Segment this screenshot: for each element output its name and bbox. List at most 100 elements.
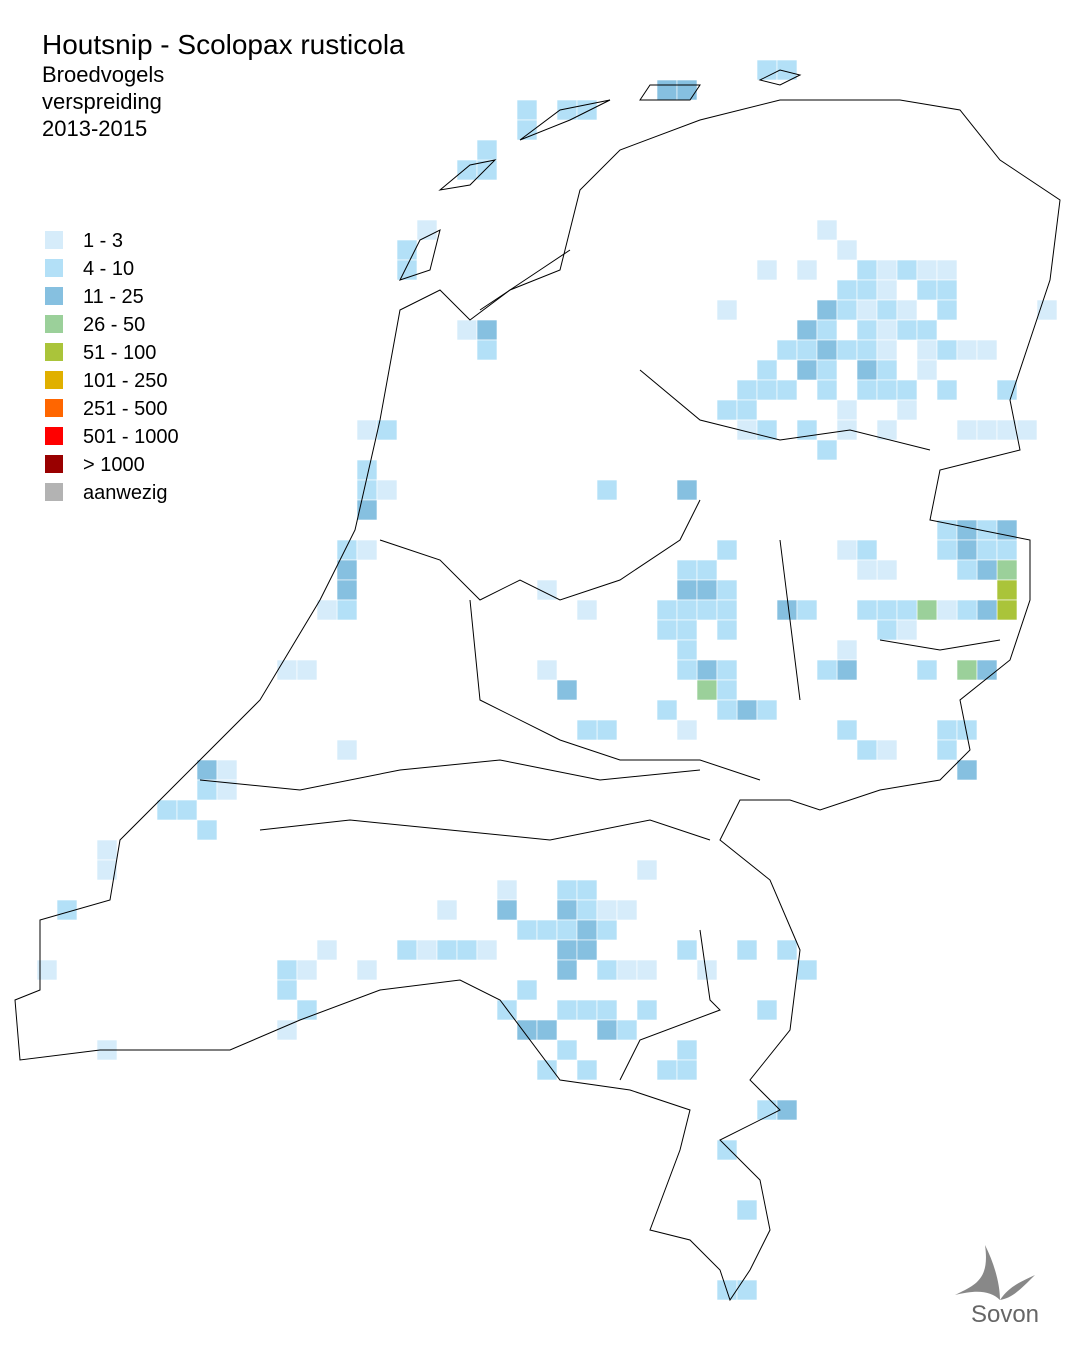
logo-text: Sovon — [971, 1301, 1039, 1328]
grid-cell — [776, 939, 798, 961]
logo-bird — [955, 1245, 1035, 1300]
grid-cell — [956, 559, 978, 581]
grid-cell — [316, 939, 338, 961]
grid-cell — [976, 659, 998, 681]
grid-cell — [356, 479, 378, 501]
grid-cell — [796, 599, 818, 621]
subtitle: 2013-2015 — [42, 116, 147, 141]
grid-cell — [996, 599, 1018, 621]
grid-cell — [796, 339, 818, 361]
grid-cell — [676, 939, 698, 961]
grid-cell — [916, 659, 938, 681]
grid-cell — [656, 699, 678, 721]
grid-cell — [296, 659, 318, 681]
grid-cell — [816, 439, 838, 461]
grid-cell — [676, 639, 698, 661]
grid-cell — [896, 259, 918, 281]
grid-cell — [536, 1019, 558, 1041]
grid-cell — [196, 779, 218, 801]
grid-cell — [556, 879, 578, 901]
grid-cell — [856, 539, 878, 561]
grid-cell — [616, 899, 638, 921]
grid-cell — [536, 579, 558, 601]
grid-cell — [336, 539, 358, 561]
legend-swatch — [45, 483, 63, 501]
grid-cell — [716, 659, 738, 681]
grid-cell — [976, 419, 998, 441]
grid-cell — [956, 599, 978, 621]
grid-cell — [956, 659, 978, 681]
grid-cells — [36, 59, 1058, 1301]
grid-cell — [876, 379, 898, 401]
grid-cell — [996, 579, 1018, 601]
grid-cell — [836, 659, 858, 681]
grid-cell — [696, 659, 718, 681]
region-borders — [199, 249, 1001, 1081]
grid-cell — [876, 279, 898, 301]
legend-swatch — [45, 259, 63, 277]
logo: Sovon — [955, 1245, 1039, 1328]
grid-cell — [596, 479, 618, 501]
legend-swatch — [45, 315, 63, 333]
grid-cell — [496, 899, 518, 921]
grid-cell — [776, 379, 798, 401]
grid-cell — [696, 579, 718, 601]
grid-cell — [716, 619, 738, 641]
grid-cell — [576, 1059, 598, 1081]
legend-label: 4 - 10 — [83, 258, 134, 280]
grid-cell — [576, 939, 598, 961]
grid-cell — [756, 999, 778, 1021]
grid-cell — [376, 419, 398, 441]
grid-cell — [676, 579, 698, 601]
grid-cell — [36, 959, 58, 981]
grid-cell — [916, 359, 938, 381]
grid-cell — [876, 419, 898, 441]
grid-cell — [976, 339, 998, 361]
grid-cell — [896, 399, 918, 421]
islands — [399, 69, 802, 281]
grid-cell — [916, 339, 938, 361]
grid-cell — [476, 319, 498, 341]
grid-cell — [716, 699, 738, 721]
grid-cell — [996, 539, 1018, 561]
grid-cell — [516, 1019, 538, 1041]
grid-cell — [876, 619, 898, 641]
grid-cell — [736, 699, 758, 721]
grid-cell — [876, 339, 898, 361]
grid-cell — [356, 959, 378, 981]
grid-cell — [816, 299, 838, 321]
subtitle: verspreiding — [42, 89, 162, 114]
grid-cell — [936, 719, 958, 741]
grid-cell — [416, 219, 438, 241]
grid-cell — [696, 559, 718, 581]
grid-cell — [336, 559, 358, 581]
grid-cell — [196, 759, 218, 781]
grid-cell — [816, 339, 838, 361]
grid-cell — [736, 939, 758, 961]
grid-cell — [496, 879, 518, 901]
grid-cell — [456, 159, 478, 181]
grid-cell — [596, 919, 618, 941]
grid-cell — [856, 259, 878, 281]
grid-cell — [796, 259, 818, 281]
grid-cell — [876, 299, 898, 321]
grid-cell — [736, 1199, 758, 1221]
grid-cell — [956, 519, 978, 541]
grid-cell — [556, 899, 578, 921]
grid-cell — [856, 359, 878, 381]
grid-cell — [816, 219, 838, 241]
grid-cell — [536, 919, 558, 941]
grid-cell — [836, 299, 858, 321]
grid-cell — [796, 359, 818, 381]
grid-cell — [576, 919, 598, 941]
grid-cell — [996, 559, 1018, 581]
grid-cell — [956, 759, 978, 781]
grid-cell — [896, 619, 918, 641]
grid-cell — [456, 939, 478, 961]
grid-cell — [536, 659, 558, 681]
grid-cell — [716, 299, 738, 321]
grid-cell — [696, 599, 718, 621]
grid-cell — [356, 539, 378, 561]
grid-cell — [856, 739, 878, 761]
